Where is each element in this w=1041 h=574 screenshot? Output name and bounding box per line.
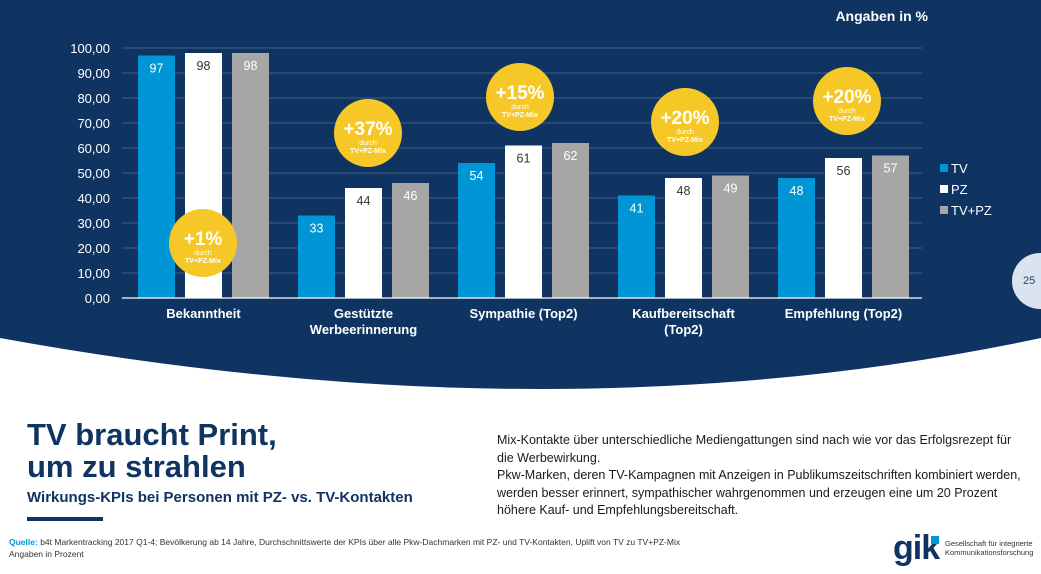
- uplift-caption: durch: [511, 104, 529, 111]
- source-text: b4t Markentracking 2017 Q1-4; Bevölkerun…: [40, 537, 681, 547]
- data-label: 49: [724, 182, 738, 196]
- legend-swatch: [940, 206, 948, 214]
- page-title: TV braucht Print, um zu strahlen: [27, 417, 277, 484]
- source-note: Quelle: b4t Markentracking 2017 Q1-4; Be…: [9, 536, 869, 560]
- gik-logo: gik: [893, 529, 940, 567]
- bar-pz: [345, 188, 382, 298]
- bar-pz: [505, 145, 542, 298]
- bar-tv-pz: [392, 183, 429, 298]
- bar-tv: [458, 163, 495, 298]
- legend-label: TV: [951, 161, 968, 176]
- category-label: Werbeerinnerung: [310, 322, 417, 337]
- uplift-badge: [651, 88, 719, 156]
- category-label: Bekanntheit: [166, 306, 241, 321]
- body-paragraph-1: Mix-Kontakte über unterschiedliche Medie…: [497, 433, 1012, 465]
- body-paragraph-2: Pkw-Marken, deren TV-Kampagnen mit Anzei…: [497, 468, 1021, 517]
- bar-tv-pz: [552, 143, 589, 298]
- y-tick-label: 90,00: [77, 66, 110, 81]
- logo-dot: [931, 536, 939, 544]
- y-tick-label: 10,00: [77, 266, 110, 281]
- page-subtitle: Wirkungs-KPIs bei Personen mit PZ- vs. T…: [27, 489, 413, 506]
- uplift-badge: [334, 99, 402, 167]
- unit-label: Angaben in %: [835, 8, 928, 24]
- uplift-caption: TV+PZ-Mix: [350, 148, 386, 155]
- data-label: 57: [884, 162, 898, 176]
- category-label: Kaufbereitschaft: [632, 306, 735, 321]
- bar-tv: [138, 55, 175, 298]
- legend-swatch: [940, 164, 948, 172]
- y-tick-label: 70,00: [77, 116, 110, 131]
- bar-tv-pz: [872, 155, 909, 298]
- y-tick-label: 0,00: [85, 291, 110, 306]
- bar-tv-pz: [232, 53, 269, 298]
- bar-tv: [778, 178, 815, 298]
- data-label: 98: [244, 59, 258, 73]
- data-label: 33: [310, 222, 324, 236]
- uplift-percent: +15%: [495, 83, 544, 104]
- y-tick-label: 30,00: [77, 216, 110, 231]
- bar-pz: [665, 178, 702, 298]
- uplift-caption: durch: [359, 140, 377, 147]
- data-label: 61: [517, 152, 531, 166]
- uplift-caption: TV+PZ-Mix: [667, 137, 703, 144]
- data-label: 98: [197, 59, 211, 73]
- uplift-percent: +20%: [822, 87, 871, 108]
- bar-pz: [825, 158, 862, 298]
- uplift-badge: [486, 63, 554, 131]
- category-label: Sympathie (Top2): [469, 306, 577, 321]
- bar-tv: [298, 215, 335, 298]
- uplift-caption: TV+PZ-Mix: [502, 112, 538, 119]
- uplift-caption: durch: [838, 108, 856, 115]
- data-label: 41: [630, 202, 644, 216]
- title-underline: [27, 517, 103, 521]
- legend-label: PZ: [951, 182, 968, 197]
- uplift-caption: TV+PZ-Mix: [185, 258, 221, 265]
- legend-swatch: [940, 185, 948, 193]
- y-tick-label: 50,00: [77, 166, 110, 181]
- body-text: Mix-Kontakte über unterschiedliche Medie…: [497, 432, 1027, 520]
- category-label: Gestützte: [334, 306, 393, 321]
- uplift-caption: TV+PZ-Mix: [829, 116, 865, 123]
- uplift-caption: durch: [676, 129, 694, 136]
- data-label: 62: [564, 149, 578, 163]
- category-label: Empfehlung (Top2): [785, 306, 902, 321]
- uplift-badge: [169, 209, 237, 277]
- data-label: 44: [357, 194, 371, 208]
- data-label: 97: [150, 62, 164, 76]
- uplift-caption: durch: [194, 250, 212, 257]
- y-tick-label: 100,00: [70, 41, 110, 56]
- uplift-percent: +1%: [184, 229, 223, 250]
- y-tick-label: 40,00: [77, 191, 110, 206]
- data-label: 56: [837, 164, 851, 178]
- legend-label: TV+PZ: [951, 203, 992, 218]
- data-label: 54: [470, 169, 484, 183]
- bar-tv: [618, 195, 655, 298]
- y-tick-label: 80,00: [77, 91, 110, 106]
- y-tick-label: 20,00: [77, 241, 110, 256]
- logo-subtitle: Gesellschaft für integrierte Kommunikati…: [945, 539, 1034, 557]
- data-label: 46: [404, 189, 418, 203]
- uplift-badge: [813, 67, 881, 135]
- data-label: 48: [677, 184, 691, 198]
- uplift-percent: +37%: [343, 119, 392, 140]
- source-label: Quelle:: [9, 537, 38, 547]
- source-unit-note: Angaben in Prozent: [9, 549, 84, 559]
- bar-tv-pz: [712, 175, 749, 298]
- data-label: 48: [790, 184, 804, 198]
- uplift-percent: +20%: [660, 108, 709, 129]
- y-tick-label: 60,00: [77, 141, 110, 156]
- category-label: (Top2): [664, 322, 703, 337]
